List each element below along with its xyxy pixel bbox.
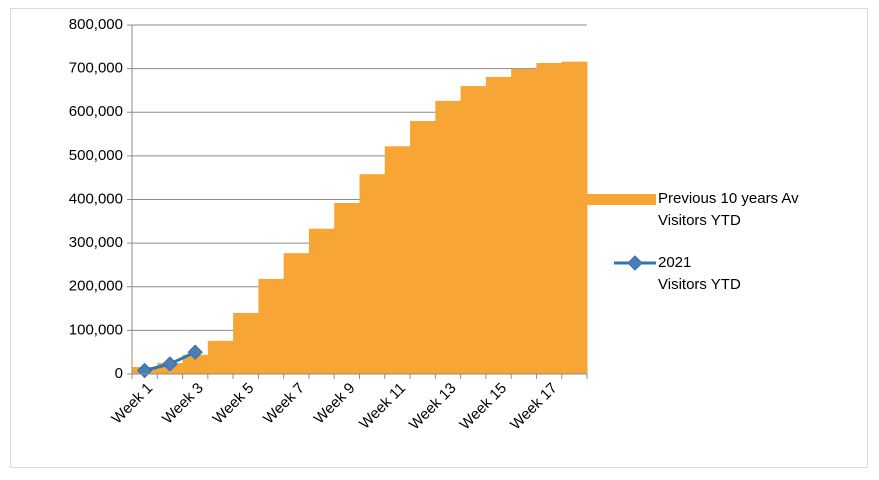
y-tick-label: 800,000 — [69, 16, 123, 33]
bar — [258, 278, 285, 374]
bar — [182, 354, 209, 374]
y-tick-label: 100,000 — [69, 321, 123, 338]
y-tick-label: 0 — [115, 365, 123, 382]
legend-marker — [627, 255, 643, 271]
bar — [561, 61, 588, 375]
y-tick-label: 600,000 — [69, 103, 123, 120]
bar — [511, 69, 537, 374]
legend-swatch — [584, 194, 656, 205]
bar — [308, 228, 335, 374]
bar — [359, 174, 386, 374]
line-marker — [187, 344, 203, 360]
bar — [384, 146, 411, 374]
bar — [460, 86, 487, 374]
y-tick-label: 200,000 — [69, 278, 123, 295]
y-tick-label: 500,000 — [69, 147, 123, 164]
y-tick-label: 400,000 — [69, 190, 123, 207]
bar — [435, 100, 462, 374]
legend-label: Previous 10 years Av Visitors YTD — [658, 190, 799, 229]
legend-label: 2021 Visitors YTD — [658, 254, 741, 293]
bar — [410, 120, 436, 374]
bar — [334, 202, 360, 374]
bar — [485, 76, 512, 374]
bar — [283, 253, 310, 374]
y-tick-label: 300,000 — [69, 234, 123, 251]
line-marker — [162, 356, 178, 372]
y-tick-label: 700,000 — [69, 60, 123, 77]
bar — [207, 340, 234, 374]
bar — [536, 62, 563, 375]
bar — [233, 312, 259, 374]
